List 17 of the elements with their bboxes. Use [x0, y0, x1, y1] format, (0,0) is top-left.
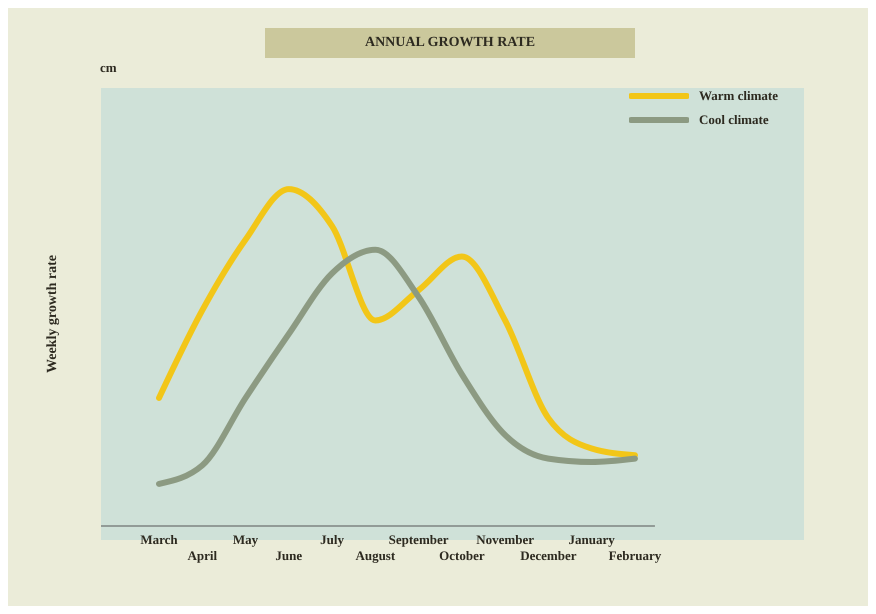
x-tick-label: September: [388, 532, 449, 547]
x-tick-label: May: [232, 532, 259, 547]
x-tick-label: November: [476, 532, 534, 547]
legend-label: Cool climate: [698, 112, 769, 128]
legend-label: Warm climate: [698, 88, 778, 104]
x-tick-label: December: [520, 548, 577, 563]
text: cm: [100, 60, 117, 76]
chart-title: ANNUAL GROWTH RATE: [265, 28, 635, 58]
x-tick-label: February: [608, 548, 662, 563]
x-tick-label: January: [568, 532, 616, 547]
x-tick-label: April: [187, 548, 218, 563]
x-tick-label: March: [140, 532, 178, 547]
x-tick-label: July: [320, 532, 344, 547]
x-tick-label: August: [355, 548, 396, 563]
x-tick-label: June: [275, 548, 302, 563]
x-tick-label: October: [439, 548, 485, 563]
y-axis-title: Weekly growth rate: [45, 255, 61, 373]
